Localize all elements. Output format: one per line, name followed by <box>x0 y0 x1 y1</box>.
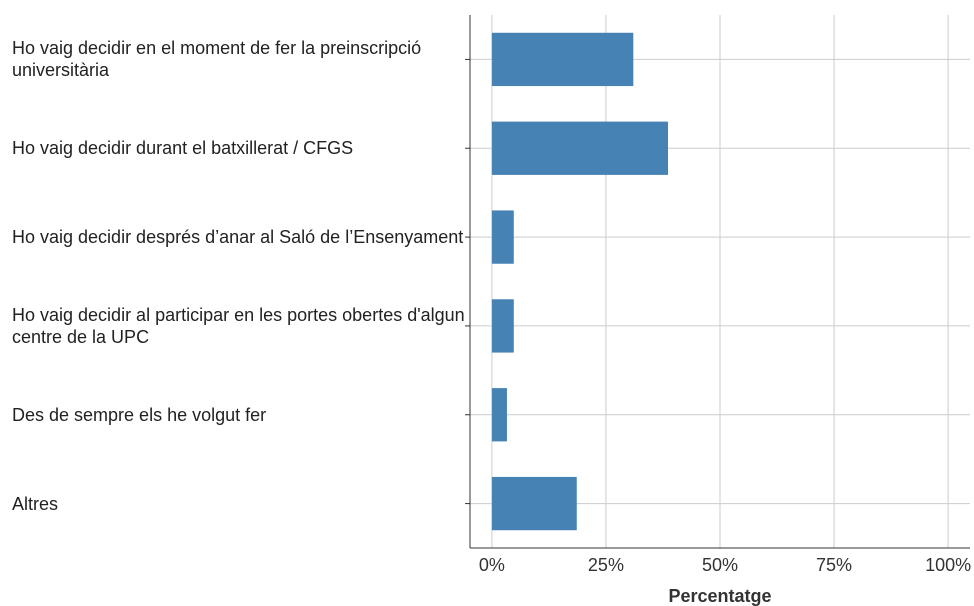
category-label: Ho vaig decidir en el moment de fer la p… <box>12 38 422 81</box>
x-tick-label: 50% <box>702 555 738 575</box>
x-tick-label: 25% <box>588 555 624 575</box>
category-label: Altres <box>12 493 59 514</box>
x-tick-label: 75% <box>816 555 852 575</box>
category-label: Ho vaig decidir després d’anar al Saló d… <box>12 227 464 248</box>
bar <box>491 210 514 264</box>
bar <box>491 32 634 87</box>
bar <box>491 476 577 531</box>
bar <box>491 299 514 353</box>
bar <box>491 121 668 175</box>
category-label: Ho vaig decidir durant el batxillerat / … <box>12 138 354 159</box>
x-tick-label: 100% <box>925 555 971 575</box>
category-label: Ho vaig decidir al participar en les por… <box>12 304 465 347</box>
category-label: Des de sempre els he volgut fer <box>12 404 267 425</box>
x-tick-label: 0% <box>479 555 505 575</box>
bar <box>491 388 507 442</box>
x-axis-title: Percentatge <box>668 586 771 606</box>
